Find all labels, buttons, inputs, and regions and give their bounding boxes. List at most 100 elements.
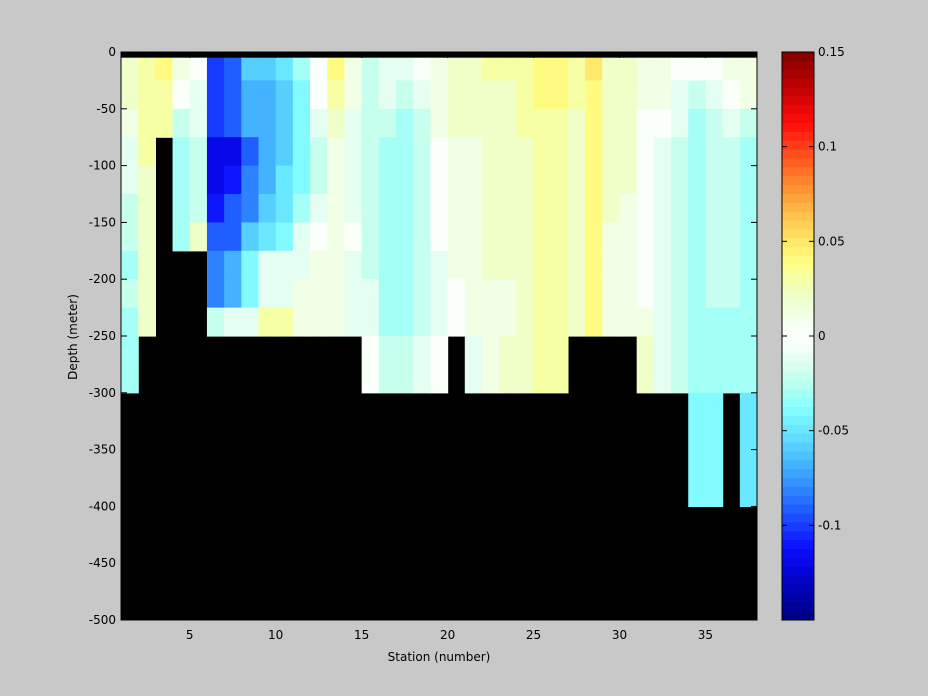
heatmap-cell [464, 250, 483, 280]
heatmap-cell [499, 80, 517, 110]
heatmap-cell [705, 222, 724, 252]
heatmap-cell [310, 137, 328, 167]
heatmap-cell [585, 279, 603, 309]
heatmap-cell [241, 250, 260, 280]
colorbar-segment [782, 460, 814, 470]
heatmap-cell [533, 279, 552, 309]
x-tick-label: 35 [698, 628, 713, 642]
heatmap-cell [722, 194, 741, 223]
colorbar-segment [782, 336, 814, 346]
heatmap-cell [464, 336, 483, 394]
colorbar-segment [782, 380, 814, 390]
heatmap-cell [705, 194, 724, 223]
heatmap-cell [671, 279, 689, 309]
heatmap-cell [189, 222, 208, 252]
colorbar-segment [782, 602, 814, 612]
heatmap-cell [602, 250, 621, 280]
heatmap-cell [739, 194, 758, 223]
heatmap-cell [172, 165, 191, 195]
heatmap-cell [705, 336, 724, 394]
heatmap-cell [310, 250, 328, 280]
heatmap-cell [705, 80, 724, 110]
heatmap-cell [310, 80, 328, 110]
heatmap-cell [396, 80, 414, 110]
heatmap-cell [722, 336, 741, 394]
heatmap-cell [378, 137, 397, 167]
colorbar-segment [782, 344, 814, 355]
colorbar-segment [782, 202, 814, 213]
heatmap-cell [447, 108, 466, 138]
heatmap-cell [705, 165, 724, 195]
heatmap-cell [516, 137, 535, 167]
colorbar-segment [782, 211, 814, 222]
heatmap-cell [396, 108, 414, 138]
heatmap-cell [138, 137, 156, 167]
heatmap-cell [224, 279, 242, 309]
heatmap-cell [671, 108, 689, 138]
colorbar-segment [782, 549, 814, 559]
heatmap-cell [138, 57, 156, 81]
heatmap-cell [533, 307, 552, 337]
heatmap-cell [378, 307, 397, 337]
heatmap-cell [430, 194, 449, 223]
heatmap-cell [516, 250, 535, 280]
heatmap-cell [550, 57, 569, 81]
x-axis-label: Station (number) [388, 650, 491, 664]
heatmap-cell [671, 194, 689, 223]
heatmap-cell [155, 80, 174, 110]
heatmap-cell [619, 57, 638, 81]
y-tick-label: -250 [89, 329, 116, 343]
heatmap-cell [739, 222, 758, 252]
heatmap-cell [499, 250, 517, 280]
colorbar-segment [782, 114, 814, 124]
colorbar-segment [782, 398, 814, 408]
heatmap-cell [413, 108, 432, 138]
heatmap-cell [396, 222, 414, 252]
heatmap-cell [430, 222, 449, 252]
heatmap-cell [550, 250, 569, 280]
heatmap-cell [413, 137, 432, 167]
heatmap-cell [224, 250, 242, 280]
heatmap-cell [722, 108, 741, 138]
heatmap-cell [636, 222, 655, 252]
heatmap-cell [481, 307, 500, 337]
heatmap-cell [206, 194, 225, 223]
heatmap-cell [413, 165, 432, 195]
heatmap-cell [550, 80, 569, 110]
heatmap-cell [653, 137, 672, 167]
heatmap-cell [310, 194, 328, 223]
heatmap-cell [344, 194, 363, 223]
heatmap-cell [653, 279, 672, 309]
heatmap-cell [292, 222, 311, 252]
heatmap-cell [671, 137, 689, 167]
colorbar-segment [782, 220, 814, 230]
heatmap-cell [189, 108, 208, 138]
heatmap-cell [241, 137, 260, 167]
heatmap-cell [292, 57, 311, 81]
heatmap-cell [602, 307, 621, 337]
heatmap-cell [344, 307, 363, 337]
y-axis-label: Depth (meter) [66, 294, 80, 380]
heatmap-cell [516, 336, 535, 394]
heatmap-cell [430, 250, 449, 280]
heatmap-cell [671, 57, 689, 81]
heatmap-cell [396, 165, 414, 195]
heatmap-cell [258, 80, 277, 110]
heatmap-cell [206, 57, 225, 81]
heatmap-cell [378, 80, 397, 110]
heatmap-cell [567, 57, 586, 81]
heatmap-cell [138, 80, 156, 110]
heatmap-cell [361, 165, 380, 195]
colorbar-segment [782, 300, 814, 310]
heatmap-cell [413, 57, 432, 81]
heatmap-cell [550, 336, 569, 394]
x-tick-label: 10 [268, 628, 283, 642]
heatmap-cell [636, 279, 655, 309]
colorbar-segment [782, 327, 814, 337]
colorbar-segment [782, 495, 814, 506]
heatmap-cell [722, 137, 741, 167]
heatmap-cell [516, 108, 535, 138]
heatmap-cell [567, 222, 586, 252]
heatmap-cell [585, 80, 603, 110]
heatmap-cell [585, 250, 603, 280]
